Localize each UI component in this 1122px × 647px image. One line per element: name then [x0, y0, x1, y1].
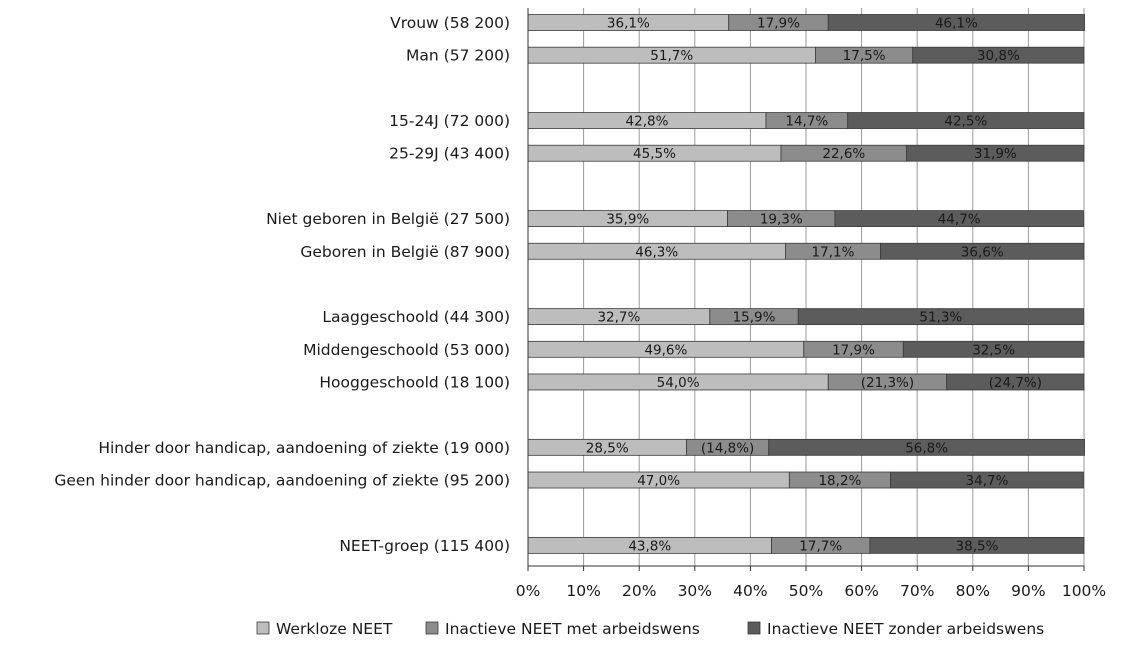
- x-tick-label: 10%: [566, 582, 600, 600]
- bar-segment: [834, 210, 1084, 227]
- data-label: 36,6%: [961, 244, 1004, 260]
- data-label: 17,9%: [757, 16, 800, 32]
- data-label: 17,9%: [832, 342, 875, 358]
- data-label: 46,3%: [635, 244, 678, 260]
- data-label: 32,7%: [597, 310, 640, 326]
- data-label: 22,6%: [822, 146, 865, 162]
- category-label: Geboren in België (87 900): [300, 243, 510, 261]
- data-label: 30,8%: [977, 48, 1020, 64]
- x-tick-label: 20%: [622, 582, 656, 600]
- x-tick-label: 90%: [1011, 582, 1045, 600]
- data-label: 42,5%: [944, 114, 987, 130]
- x-tick-label: 30%: [678, 582, 712, 600]
- category-label: Niet geboren in België (27 500): [266, 210, 510, 228]
- x-tick-label: 0%: [516, 582, 541, 600]
- data-label: 17,1%: [812, 244, 855, 260]
- x-tick-label: 80%: [956, 582, 990, 600]
- data-label: 56,8%: [905, 440, 948, 456]
- bar-segment: [797, 308, 1084, 326]
- bar-segment: [902, 340, 1085, 358]
- data-label: 18,2%: [818, 473, 861, 489]
- data-label: 17,7%: [799, 538, 842, 554]
- data-label: 54,0%: [657, 375, 700, 391]
- legend-swatch: [747, 621, 761, 635]
- data-label: 14,7%: [785, 114, 828, 130]
- legend-label: Werkloze NEET: [276, 620, 393, 638]
- x-tick-label: 70%: [900, 582, 934, 600]
- data-label: 19,3%: [760, 212, 803, 228]
- x-tick-label: 40%: [733, 582, 767, 600]
- data-label: 43,8%: [628, 538, 671, 554]
- data-label: (24,7%): [989, 375, 1042, 391]
- data-label: 17,5%: [843, 48, 886, 64]
- legend: Werkloze NEET Inactieve NEET met arbeidsw…: [256, 620, 1044, 638]
- legend-label: Inactieve NEET met arbeidswens: [445, 620, 700, 638]
- data-label: 38,5%: [956, 538, 999, 554]
- category-label: Vrouw (58 200): [390, 14, 510, 32]
- bar-segment: [880, 242, 1085, 260]
- x-tick-label: 60%: [844, 582, 878, 600]
- data-label: 51,7%: [650, 48, 693, 64]
- x-tick-label: 100%: [1062, 582, 1106, 600]
- x-tick-label: 50%: [789, 582, 823, 600]
- data-label: (21,3%): [861, 375, 914, 391]
- data-label: 45,5%: [633, 146, 676, 162]
- data-label: 28,5%: [586, 440, 629, 456]
- data-label: (14,8%): [701, 440, 754, 456]
- bar-segment: [847, 112, 1085, 129]
- data-label: 47,0%: [637, 473, 680, 489]
- category-label: Hooggeschoold (18 100): [319, 373, 510, 391]
- category-label: 25-29J (43 400): [389, 145, 510, 163]
- category-label: 15-24J (72 000): [389, 112, 510, 130]
- category-label: Man (57 200): [406, 47, 510, 65]
- bar-segment: [768, 438, 1085, 456]
- data-label: 44,7%: [938, 212, 981, 228]
- category-labels: Vrouw (58 200) Man (57 200) 15-24J (72 000…: [54, 14, 510, 555]
- bar-segment: [890, 471, 1084, 489]
- category-label: Hinder door handicap, aandoening of ziek…: [98, 439, 510, 457]
- data-label: 51,3%: [919, 310, 962, 326]
- legend-swatch: [256, 621, 270, 635]
- category-label: NEET-groep (115 400): [339, 537, 510, 555]
- data-label: 46,1%: [935, 16, 978, 32]
- data-label: 15,9%: [733, 310, 776, 326]
- category-label: Middengeschoold (53 000): [303, 341, 510, 359]
- data-label: 42,8%: [626, 114, 669, 130]
- legend-label: Inactieve NEET zonder arbeidswens: [767, 620, 1044, 638]
- data-label: 35,9%: [606, 212, 649, 228]
- data-label: 32,5%: [972, 342, 1015, 358]
- data-label: 36,1%: [607, 16, 650, 32]
- bar-segment: [946, 373, 1085, 391]
- legend-swatch: [425, 621, 439, 635]
- bars: 36,1% 17,9% 46,1% 51,7% 17,5% 30,8% 42,8% 14,7%…: [527, 14, 1085, 554]
- data-label: 49,6%: [644, 342, 687, 358]
- data-label: 34,7%: [966, 473, 1009, 489]
- bar-segment: [827, 14, 1085, 31]
- category-label: Laaggeschoold (44 300): [322, 308, 510, 326]
- data-label: 31,9%: [974, 146, 1017, 162]
- bar-segment: [912, 46, 1085, 64]
- bar-segment: [906, 144, 1085, 162]
- category-label: Geen hinder door handicap, aandoening of…: [54, 472, 510, 490]
- bar-segment: [869, 536, 1085, 554]
- x-axis: 0% 10% 20% 30% 40% 50% 60% 70% 80% 90% 100%: [516, 8, 1106, 600]
